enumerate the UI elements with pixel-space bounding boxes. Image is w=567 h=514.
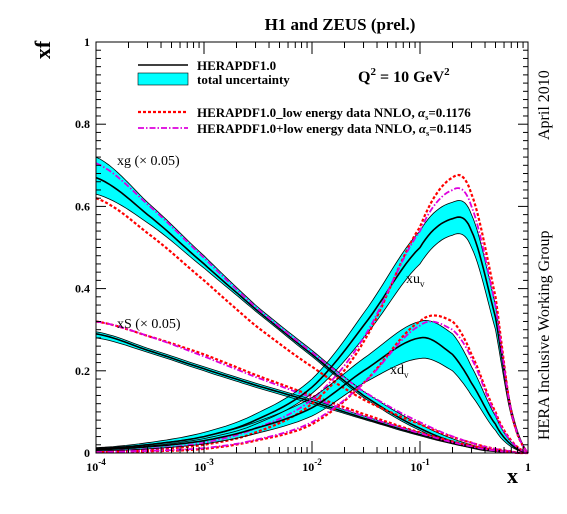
y-tick-label: 0.4 (75, 282, 90, 296)
y-tick-label: 1 (84, 35, 90, 49)
band-xdv (96, 320, 528, 453)
red-xdv (95, 314, 529, 455)
axis-ticks: 0 0.2 0.4 0.6 0.8 1 10-4 10-3 10-2 10-1 1 (75, 35, 531, 474)
y-axis-label: xf (30, 40, 55, 59)
legend-band-label: total uncertainty (197, 72, 290, 87)
label-xdv: xdv (390, 363, 409, 380)
legend-band-swatch (137, 72, 189, 86)
side-text-bottom: HERA Inclusive Working Group (536, 230, 553, 440)
y-tick-label: 0.2 (75, 364, 90, 378)
legend-red-label: HERAPDF1.0_low energy data NNLO, αs=0.11… (197, 105, 471, 122)
side-text-top: April 2010 (536, 70, 553, 140)
legend: HERAPDF1.0 total uncertainty Q2 = 10 GeV… (137, 58, 472, 138)
red-xg (95, 197, 529, 455)
label-xuv: xuv (406, 272, 425, 289)
magenta-xdv (95, 320, 529, 454)
pdf-curves (95, 156, 529, 455)
lower-edge-xuv (95, 233, 529, 454)
upper-edge-xdv (95, 319, 529, 454)
x-tick-label: 10-1 (410, 457, 430, 474)
red-xuv (95, 173, 529, 454)
y-tick-label: 0.6 (75, 199, 90, 213)
chart-title: H1 and ZEUS (prel.) (265, 15, 416, 34)
x-tick-label: 10-3 (194, 457, 214, 474)
y-tick-label: 0 (84, 446, 90, 460)
label-xs: xS (× 0.05) (117, 317, 181, 332)
x-axis-label: x (507, 463, 518, 488)
legend-central-label: HERAPDF1.0 (197, 58, 276, 73)
label-xg: xg (× 0.05) (117, 154, 180, 169)
magenta-xg (95, 162, 529, 454)
legend-magenta-label: HERAPDF1.0+low energy data NNLO, αs=0.11… (197, 121, 472, 138)
y-tick-label: 0.8 (75, 117, 90, 131)
lower-edge-xdv (96, 357, 529, 454)
magenta-xuv (95, 187, 529, 454)
q2-label: Q2 = 10 GeV2 (358, 66, 450, 86)
x-tick-label: 1 (525, 460, 531, 474)
x-tick-label: 10-4 (86, 457, 106, 474)
x-tick-label: 10-2 (302, 457, 322, 474)
